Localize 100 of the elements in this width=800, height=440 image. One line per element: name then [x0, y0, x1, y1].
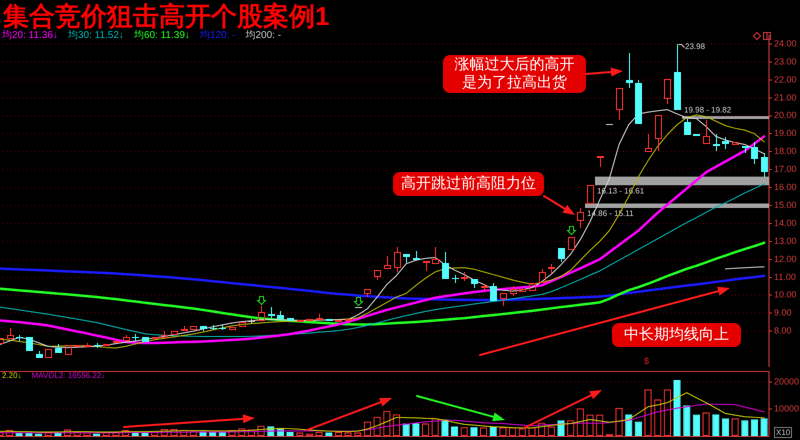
candlestick — [635, 80, 642, 124]
text: 均200: - — [245, 30, 282, 42]
candlestick — [55, 344, 62, 353]
candlestick — [229, 327, 236, 330]
y-tick-label: 13.00 — [774, 236, 797, 246]
candlestick — [26, 337, 33, 351]
candlestick — [500, 293, 507, 306]
candlestick — [626, 52, 633, 88]
bar — [674, 380, 681, 436]
y-tick-label: 22.00 — [774, 74, 797, 84]
candlestick — [277, 310, 284, 319]
candlestick — [384, 256, 391, 269]
candlestick — [413, 250, 420, 260]
annotation: 涨幅过大后的高开是为了拉高出货 — [443, 55, 586, 93]
y-tick-label: 21.00 — [774, 92, 797, 102]
y-tick-label: 8.00 — [774, 326, 792, 336]
candlestick — [171, 331, 178, 335]
y-tick-label: 9.00 — [774, 308, 792, 318]
text: 2.20↓ — [2, 371, 22, 381]
candlestick — [65, 345, 72, 355]
y-tick-label: 19.00 — [774, 128, 797, 138]
bar — [634, 422, 642, 436]
candlestick — [471, 279, 478, 288]
candlestick — [36, 350, 43, 358]
candlestick — [200, 326, 207, 332]
candlestick — [510, 286, 517, 296]
candlestick — [442, 252, 449, 279]
candlestick — [142, 337, 149, 342]
candlestick — [490, 282, 497, 301]
annotation: 中长期均线向上 — [612, 323, 741, 347]
y-tick-label: 20000 — [774, 376, 800, 386]
text: 均120: - — [200, 30, 236, 42]
candlestick — [539, 268, 546, 283]
candlestick — [519, 288, 526, 292]
y-tick-label: 17.00 — [774, 164, 797, 174]
bar — [692, 414, 700, 436]
candlestick — [123, 334, 130, 341]
annotation: 高开跳过前高阻力位 — [393, 172, 544, 196]
candlestick — [190, 326, 197, 330]
candlestick — [181, 326, 188, 331]
candlestick — [732, 142, 739, 145]
candlestick — [674, 44, 681, 110]
text: X10 — [774, 427, 792, 438]
bar — [683, 405, 690, 436]
candlestick — [568, 237, 575, 250]
candlestick — [597, 156, 604, 168]
candlestick — [645, 134, 652, 152]
candlestick — [558, 248, 565, 262]
candlestick — [287, 318, 294, 321]
y-tick-label: 15.00 — [774, 200, 797, 210]
candlestick — [751, 142, 758, 164]
bar — [286, 432, 294, 436]
annotation: 23.98 — [685, 42, 706, 51]
candlestick — [452, 274, 459, 284]
candlestick — [577, 208, 584, 228]
text: 均20: 11.36↓ — [2, 30, 58, 42]
candlestick — [616, 88, 623, 120]
candlestick — [722, 136, 729, 150]
candlestick — [529, 283, 536, 291]
y-tick-label: 24.00 — [774, 38, 797, 48]
y-tick-label: 18.00 — [774, 146, 797, 156]
y-tick-label: 20.00 — [774, 110, 797, 120]
candlestick — [432, 246, 439, 264]
y-tick-label: 10000 — [774, 403, 800, 414]
candlestick — [239, 322, 246, 327]
candlestick — [423, 261, 430, 272]
bar — [412, 424, 420, 436]
candlestick — [684, 118, 691, 135]
candlestick — [394, 246, 401, 272]
y-tick-label: 23.00 — [774, 56, 797, 66]
y-tick-label: 10.00 — [774, 290, 797, 300]
candlestick — [316, 314, 323, 320]
candlestick — [664, 79, 671, 104]
text: MAVOL2: 16556.22↓ — [32, 371, 106, 381]
candlestick — [364, 289, 371, 298]
band-label: 19.98 - 19.82 — [684, 105, 732, 114]
bar — [218, 432, 226, 436]
bar — [760, 418, 768, 436]
bar — [722, 418, 730, 436]
candlestick — [268, 306, 275, 318]
bar — [741, 420, 748, 436]
text: 均60: 11.39↓ — [134, 30, 190, 42]
candlestick — [481, 284, 488, 292]
chart-title: 集合竞价狙击高开个股案例1 — [3, 1, 330, 31]
text: 均30: 11.52↓ — [68, 30, 124, 42]
candlestick — [45, 349, 52, 358]
candlestick — [548, 264, 555, 274]
candlestick — [703, 120, 710, 144]
candlestick — [374, 270, 381, 280]
annotation: $ — [644, 356, 650, 366]
candlestick — [403, 254, 410, 264]
candlestick — [7, 328, 14, 339]
y-tick-label: 11.00 — [774, 272, 796, 282]
bar — [750, 419, 758, 436]
y-tick-label: 14.00 — [774, 218, 797, 228]
y-tick-label: 12.00 — [774, 254, 797, 264]
candlestick — [161, 330, 168, 338]
candlestick — [258, 306, 265, 321]
candlestick — [713, 134, 720, 152]
candlestick — [655, 115, 662, 152]
